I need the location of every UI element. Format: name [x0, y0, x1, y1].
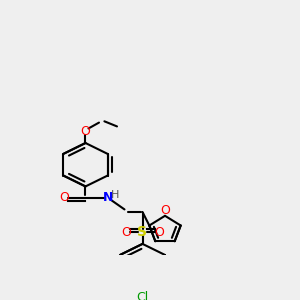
Text: H: H [111, 190, 120, 200]
Text: O: O [160, 204, 170, 217]
Text: O: O [60, 191, 69, 204]
Text: Cl: Cl [136, 291, 148, 300]
Text: N: N [103, 191, 113, 204]
Text: S: S [137, 225, 148, 239]
Text: O: O [81, 125, 90, 138]
Text: O: O [154, 226, 164, 239]
Text: O: O [121, 226, 131, 239]
